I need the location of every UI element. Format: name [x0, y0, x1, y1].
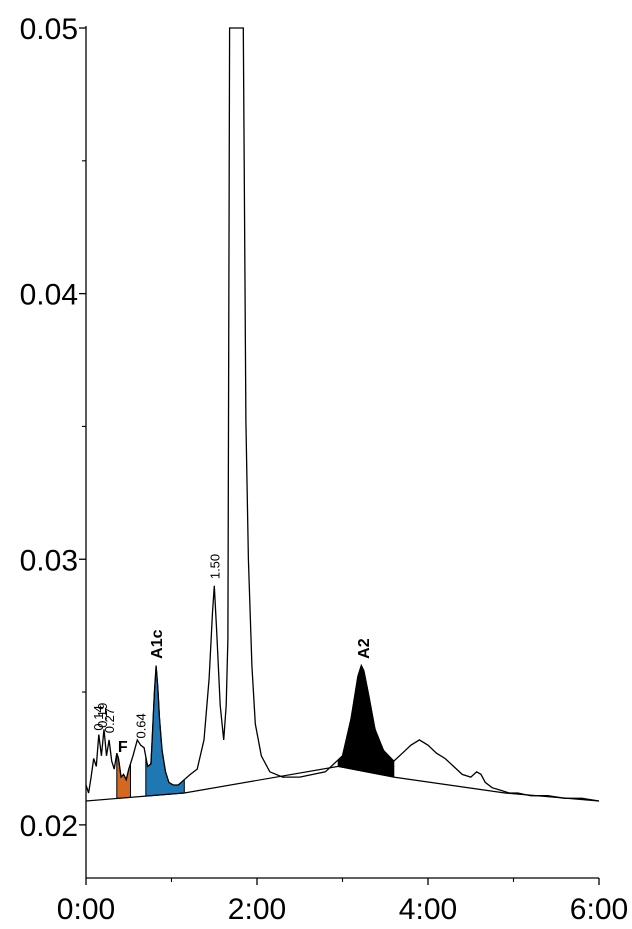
peak-label: 0.27: [102, 708, 117, 733]
x-tick-label: 2:00: [228, 893, 286, 926]
trace-layer: [85, 27, 600, 802]
peak-label: 0.19: [95, 703, 110, 728]
axes: 0.02 0.03 0.04 0.05 0:00 2:00 4:00 6:00: [20, 13, 629, 926]
peak-label: 1.50: [207, 554, 222, 579]
peak-label: A2: [356, 638, 373, 659]
peak-label: 0.14: [91, 705, 106, 730]
y-tick-label: 0.05: [20, 13, 78, 46]
peak-label: A1c: [149, 629, 166, 658]
annotations: A1c 1.50 A2 F 0.64 0.270.190.14: [91, 554, 373, 756]
peak-label: 0.64: [134, 713, 149, 738]
y-tick-label: 0.04: [20, 279, 78, 312]
peak-label-f: F: [118, 739, 128, 756]
y-tick-label: 0.03: [20, 544, 78, 577]
peak-fill-a1c: [145, 669, 185, 797]
y-tick-label: 0.02: [20, 810, 78, 843]
x-tick-label: 4:00: [399, 893, 457, 926]
x-tick-label: 0:00: [57, 893, 115, 926]
x-tick-label: 6:00: [570, 893, 628, 926]
baseline-line: [85, 765, 600, 802]
signal-trace: [85, 27, 600, 802]
